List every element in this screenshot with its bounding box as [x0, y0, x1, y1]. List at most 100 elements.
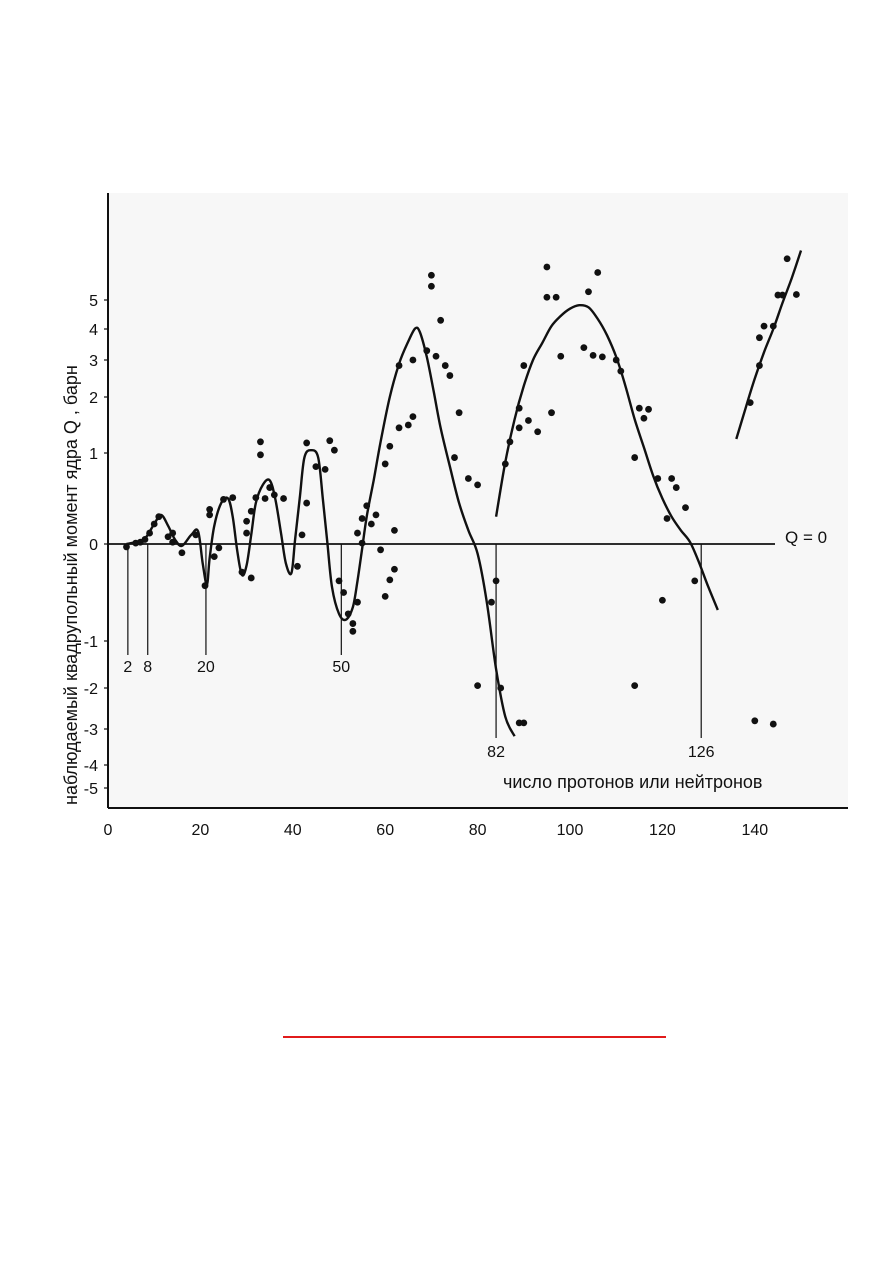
data-point: [372, 511, 380, 519]
data-point: [349, 620, 357, 627]
data-point: [303, 499, 311, 507]
data-point: [746, 399, 754, 406]
data-point: [220, 496, 227, 503]
data-point: [534, 428, 542, 436]
data-point: [377, 546, 384, 554]
data-point: [257, 438, 264, 446]
data-point: [525, 417, 532, 424]
data-point: [645, 405, 652, 413]
data-point: [141, 536, 149, 543]
data-point: [691, 577, 699, 585]
data-point: [349, 627, 357, 635]
data-point: [451, 454, 458, 461]
data-point: [395, 424, 403, 432]
data-point: [769, 322, 777, 330]
data-point: [756, 334, 763, 342]
data-point: [464, 475, 472, 482]
data-point: [617, 367, 625, 375]
data-point: [164, 533, 172, 541]
data-point: [312, 463, 320, 471]
data-point: [432, 352, 440, 360]
fit-curve: [735, 250, 803, 440]
data-point: [391, 565, 398, 573]
y-tick-label: 0: [89, 537, 98, 554]
y-tick-label: -4: [84, 758, 98, 775]
data-point: [247, 574, 255, 582]
y-tick-label: 2: [89, 390, 98, 407]
data-point: [552, 293, 560, 301]
data-point: [515, 424, 523, 432]
x-tick-label: 0: [104, 822, 113, 839]
y-tick-label: -3: [84, 722, 98, 739]
fit-curve: [494, 303, 719, 611]
magic-number-label: 82: [487, 744, 505, 761]
data-point: [294, 562, 301, 570]
data-point: [210, 553, 218, 561]
data-point: [760, 322, 768, 330]
data-point: [769, 720, 777, 728]
data-point: [354, 598, 361, 606]
data-point: [474, 682, 481, 690]
data-point: [326, 437, 334, 445]
data-point: [612, 356, 620, 364]
x-tick-label: 60: [376, 822, 394, 839]
data-point: [423, 347, 431, 355]
data-point: [506, 438, 514, 446]
data-point: [631, 454, 639, 461]
y-tick-labels: 5 4 3 2 1 0 -1 -2 -3 -4 -5: [84, 293, 108, 798]
magic-number-label: 2: [123, 659, 132, 676]
y-tick-label: 4: [89, 322, 98, 339]
magic-number-label: 126: [688, 744, 715, 761]
data-point: [201, 582, 209, 590]
data-point: [381, 592, 389, 600]
data-point: [751, 717, 759, 725]
data-point: [330, 446, 338, 454]
page-divider-line: [283, 1036, 666, 1038]
data-point: [367, 520, 375, 528]
data-point: [515, 404, 523, 412]
data-point: [668, 475, 676, 482]
y-tick-label: -2: [84, 681, 98, 698]
data-point: [497, 684, 505, 692]
data-point: [257, 451, 264, 459]
data-point: [520, 719, 528, 727]
data-point: [321, 465, 329, 473]
y-tick-label: 3: [89, 353, 98, 370]
data-point: [354, 529, 361, 537]
data-point: [589, 351, 597, 359]
data-point: [358, 515, 366, 522]
axes: [107, 193, 848, 809]
x-tick-label: 40: [284, 822, 302, 839]
data-point: [792, 291, 800, 298]
x-tick-label: 100: [557, 822, 584, 839]
data-point: [243, 529, 251, 537]
data-point: [169, 529, 177, 537]
data-point: [266, 484, 274, 491]
data-point: [381, 460, 389, 468]
fit-curve: [126, 326, 516, 737]
data-point: [123, 543, 130, 551]
data-point: [428, 271, 435, 279]
data-point: [640, 414, 648, 422]
x-tick-label: 80: [469, 822, 487, 839]
data-point: [501, 460, 509, 468]
data-point: [492, 577, 500, 585]
data-point: [543, 263, 551, 271]
data-point: [238, 568, 246, 576]
data-point: [215, 544, 223, 552]
data-point: [474, 481, 481, 489]
data-point: [437, 316, 445, 324]
data-point: [391, 526, 398, 534]
y-tick-label: -1: [84, 634, 98, 651]
data-point: [298, 531, 306, 539]
data-point: [192, 531, 200, 539]
x-tick-label: 120: [649, 822, 676, 839]
data-point: [455, 409, 463, 417]
q-zero-label: Q = 0: [785, 528, 827, 547]
data-point: [386, 442, 394, 450]
data-point: [169, 538, 177, 546]
data-point: [585, 288, 592, 296]
data-point: [557, 352, 565, 360]
data-point: [395, 362, 403, 369]
